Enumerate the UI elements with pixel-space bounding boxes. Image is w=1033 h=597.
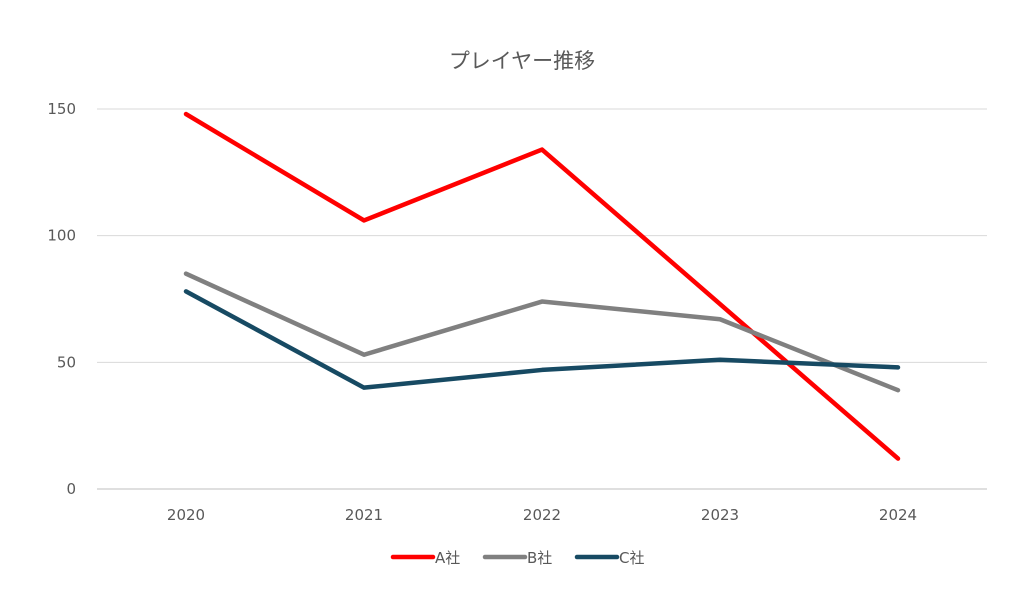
x-tick-label: 2021	[345, 506, 383, 524]
legend-label: B社	[527, 549, 552, 567]
y-tick-label: 150	[47, 100, 76, 118]
legend-item: A社	[390, 549, 460, 567]
y-tick-label: 50	[57, 353, 76, 371]
y-axis-labels: 0 50 100 150	[47, 100, 76, 498]
series-line-3	[183, 289, 901, 390]
series-line-1	[183, 111, 901, 461]
x-tick-label: 2020	[167, 506, 205, 524]
legend: A社 B社 C社	[390, 549, 644, 567]
x-tick-label: 2023	[701, 506, 739, 524]
legend-label: C社	[619, 549, 644, 567]
x-tick-label: 2024	[879, 506, 917, 524]
legend-item: C社	[574, 549, 644, 567]
series-group	[183, 111, 901, 461]
series-line-2	[183, 271, 901, 393]
legend-item: B社	[482, 549, 552, 567]
y-tick-label: 0	[66, 480, 76, 498]
legend-label: A社	[435, 549, 460, 567]
x-tick-label: 2022	[523, 506, 561, 524]
y-tick-label: 100	[47, 227, 76, 245]
x-axis-labels: 2020 2021 2022 2023 2024	[167, 506, 917, 524]
chart-title: プレイヤー推移	[449, 49, 595, 73]
gridlines	[97, 108, 987, 490]
